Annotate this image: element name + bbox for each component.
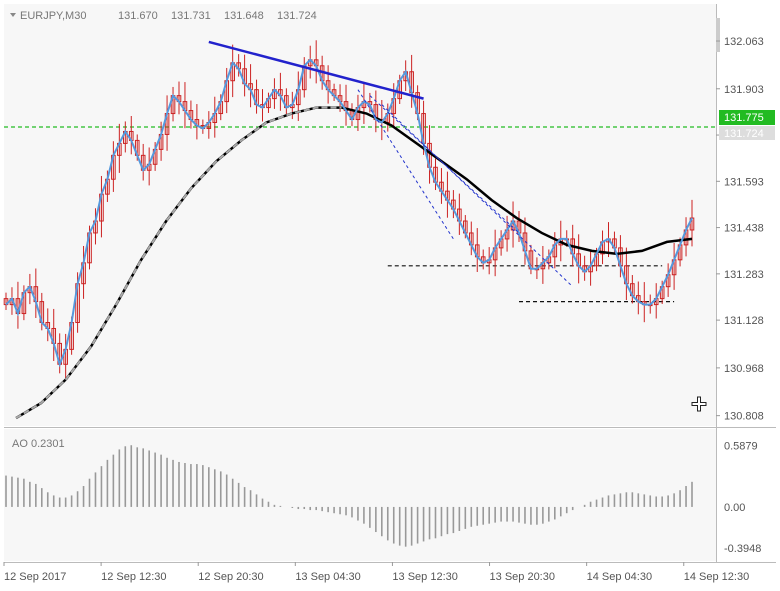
- ao-histogram: [5, 445, 693, 547]
- moving-average: [15, 106, 693, 420]
- price-axis-ticks: 132.063131.903131.748131.593131.438131.2…: [716, 36, 764, 423]
- bid-price-box: [719, 110, 775, 125]
- symbol-label: EURJPY,M30: [20, 10, 86, 22]
- indicator-tick-label: 0.5879: [724, 440, 758, 452]
- main-plot-area: [4, 4, 716, 426]
- time-tick-label: 12 Sep 20:30: [198, 571, 263, 583]
- ohlc-high: 131.731: [171, 10, 211, 22]
- dotted-fan-line: [381, 104, 574, 288]
- dotted-fan-line: [369, 95, 520, 234]
- dropdown-triangle-icon[interactable]: [10, 13, 16, 17]
- close-price-line: [5, 58, 693, 368]
- drawn-objects[interactable]: [208, 40, 574, 288]
- close-line: [5, 58, 693, 368]
- indicator-plot-area: [4, 429, 716, 561]
- price-tick-label: 131.283: [724, 269, 764, 281]
- horizontal-lines[interactable]: [4, 126, 716, 303]
- price-tick-label: 131.593: [724, 176, 764, 188]
- ohlc-open: 131.670: [118, 10, 158, 22]
- indicator-tick-label: -0.3948: [724, 543, 761, 555]
- time-tick-label: 13 Sep 12:30: [392, 571, 457, 583]
- price-tick-label: 131.903: [724, 84, 764, 96]
- current-price-label: 131.724: [719, 126, 775, 140]
- bid-price-label: 131.775: [719, 110, 775, 125]
- price-tick-label: 131.128: [724, 315, 764, 327]
- time-tick-label: 13 Sep 04:30: [295, 571, 360, 583]
- trendline: [208, 40, 424, 100]
- time-tick-label: 14 Sep 12:30: [684, 571, 749, 583]
- crosshair-cursor-icon[interactable]: [691, 396, 707, 412]
- ohlc-low: 131.648: [224, 10, 264, 22]
- ma-line-dashed: [15, 106, 342, 419]
- current-price-box: [719, 126, 775, 140]
- time-tick-label: 13 Sep 20:30: [490, 571, 555, 583]
- time-tick-label: 12 Sep 12:30: [101, 571, 166, 583]
- bid-price-text: 131.775: [724, 112, 764, 124]
- price-scale-scrollbar[interactable]: [716, 18, 720, 52]
- price-tick-label: 131.438: [724, 223, 764, 235]
- ma-line: [15, 106, 693, 420]
- indicator-axis-ticks: 0.5879 0.00 -0.3948: [724, 440, 761, 555]
- price-tick-label: 130.968: [724, 363, 764, 375]
- price-tick-label: 132.063: [724, 36, 764, 48]
- indicator-label: AO 0.2301: [12, 438, 65, 450]
- current-price-text: 131.724: [724, 128, 764, 140]
- ohlc-close: 131.724: [277, 10, 317, 22]
- time-tick-label: 12 Sep 2017: [4, 571, 66, 583]
- chart-header: EURJPY,M30 131.670 131.731 131.648 131.7…: [10, 10, 317, 22]
- price-tick-label: 130.808: [724, 411, 764, 423]
- time-tick-label: 14 Sep 04:30: [587, 571, 652, 583]
- time-axis-ticks: 12 Sep 2017 12 Sep 12:30 12 Sep 20:30 13 Se…: [3, 562, 749, 583]
- indicator-tick-label: 0.00: [724, 502, 745, 514]
